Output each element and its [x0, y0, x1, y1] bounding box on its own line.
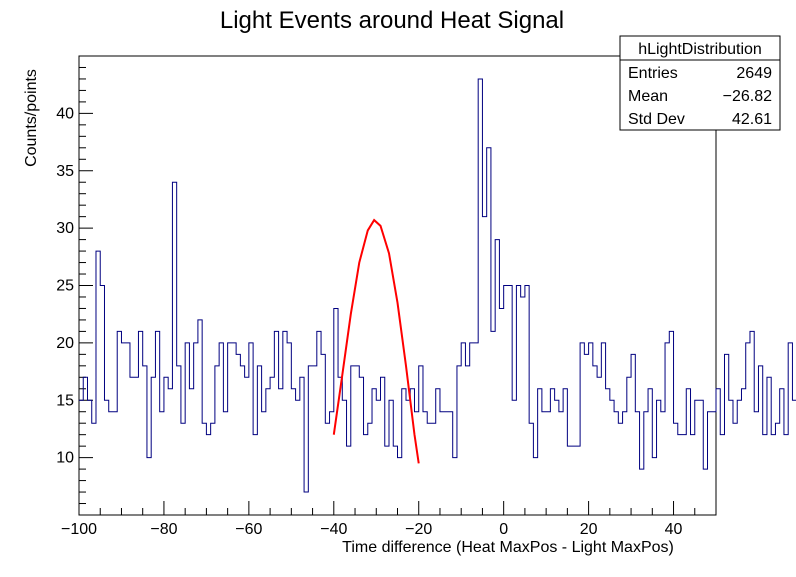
stats-label-mean: Mean	[628, 88, 668, 105]
x-tick-label: 40	[665, 521, 683, 538]
x-tick-label: −20	[405, 521, 432, 538]
y-tick-label: 15	[56, 392, 74, 409]
y-axis-label: Counts/points	[23, 69, 40, 167]
y-tick-label: 30	[56, 220, 74, 237]
stats-box-frame	[619, 35, 781, 131]
stats-value-entries: 2649	[736, 65, 772, 82]
y-axis-tick-labels: 10 15 20 25 30 35 40	[56, 105, 74, 466]
y-axis-ticks	[79, 66, 93, 505]
stats-box: hLightDistribution Entries 2649 Mean −26…	[619, 35, 781, 131]
y-tick-label: 10	[56, 450, 74, 467]
gaussian-fit-curve	[332, 218, 420, 464]
x-axis-tick-labels: −100 −80 −60 −40 −20 0 20 40	[61, 521, 683, 538]
chart-title: Light Events around Heat Signal	[220, 7, 564, 34]
x-tick-label: 0	[499, 521, 508, 538]
x-tick-label: −100	[61, 521, 97, 538]
stats-value-mean: −26.82	[723, 88, 772, 105]
y-tick-label: 20	[56, 335, 74, 352]
x-axis-label: Time difference (Heat MaxPos - Light Max…	[342, 539, 674, 556]
x-axis-ticks	[78, 501, 717, 515]
x-tick-label: 20	[580, 521, 598, 538]
x-tick-label: −80	[150, 521, 177, 538]
stats-value-stddev: 42.61	[732, 111, 772, 128]
y-tick-label: 35	[56, 163, 74, 180]
y-tick-label: 40	[56, 105, 74, 122]
stats-label-stddev: Std Dev	[628, 111, 685, 128]
x-tick-label: −40	[320, 521, 347, 538]
x-tick-label: −60	[235, 521, 262, 538]
stats-box-title: hLightDistribution	[638, 41, 762, 58]
histogram-line	[79, 78, 796, 493]
y-tick-label: 25	[56, 278, 74, 295]
stats-label-entries: Entries	[628, 65, 678, 82]
